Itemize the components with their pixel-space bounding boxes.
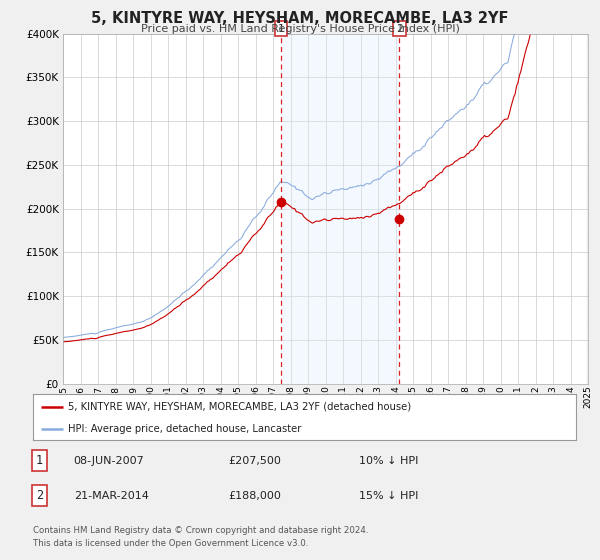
Text: 10% ↓ HPI: 10% ↓ HPI [359,456,418,465]
Text: 1: 1 [36,454,43,467]
Bar [281,34,400,384]
Text: £207,500: £207,500 [229,456,281,465]
Text: 21-MAR-2014: 21-MAR-2014 [74,491,149,501]
Text: Price paid vs. HM Land Registry's House Price Index (HPI): Price paid vs. HM Land Registry's House … [140,24,460,34]
Bar [587,34,588,384]
Text: This data is licensed under the Open Government Licence v3.0.: This data is licensed under the Open Gov… [33,539,308,548]
Text: 1: 1 [277,24,284,34]
Text: 2: 2 [396,24,403,34]
Text: 08-JUN-2007: 08-JUN-2007 [74,456,145,465]
Text: 2: 2 [36,489,43,502]
Text: HPI: Average price, detached house, Lancaster: HPI: Average price, detached house, Lanc… [68,424,302,435]
Text: Contains HM Land Registry data © Crown copyright and database right 2024.: Contains HM Land Registry data © Crown c… [33,526,368,535]
Text: 5, KINTYRE WAY, HEYSHAM, MORECAMBE, LA3 2YF (detached house): 5, KINTYRE WAY, HEYSHAM, MORECAMBE, LA3 … [68,402,412,412]
Text: 15% ↓ HPI: 15% ↓ HPI [359,491,418,501]
Text: £188,000: £188,000 [229,491,281,501]
Text: 5, KINTYRE WAY, HEYSHAM, MORECAMBE, LA3 2YF: 5, KINTYRE WAY, HEYSHAM, MORECAMBE, LA3 … [91,11,509,26]
